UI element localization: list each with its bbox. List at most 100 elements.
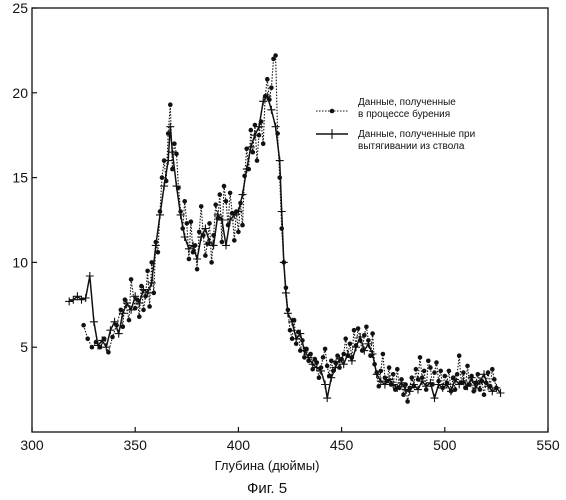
data-point xyxy=(337,365,342,370)
data-point xyxy=(308,351,313,357)
data-point xyxy=(267,105,276,114)
data-point xyxy=(151,290,157,296)
data-point xyxy=(213,202,218,207)
data-point xyxy=(376,377,385,386)
data-point xyxy=(151,241,160,250)
data-point xyxy=(296,329,305,338)
data-point xyxy=(409,380,418,389)
data-point xyxy=(292,334,301,343)
data-point xyxy=(172,182,181,191)
data-point xyxy=(370,331,375,336)
data-point xyxy=(317,366,325,375)
data-point xyxy=(335,353,340,359)
x-tick-label: 350 xyxy=(124,437,148,453)
x-tick-label: 500 xyxy=(433,437,457,453)
data-point xyxy=(335,355,344,364)
data-point xyxy=(279,258,288,267)
data-point xyxy=(186,256,192,262)
data-point xyxy=(397,378,406,387)
data-point xyxy=(322,346,328,352)
data-point xyxy=(352,343,360,352)
data-point xyxy=(456,353,462,359)
data-point xyxy=(312,363,321,372)
legend-label-1: Данные, полученные xyxy=(358,97,456,108)
series-2 xyxy=(65,92,505,403)
data-point xyxy=(242,165,251,174)
data-point xyxy=(145,268,150,274)
data-point xyxy=(389,380,398,389)
data-point xyxy=(403,382,408,387)
data-point xyxy=(122,297,128,303)
data-point xyxy=(256,132,262,138)
data-point xyxy=(442,373,448,379)
data-point xyxy=(166,122,175,131)
data-point xyxy=(459,377,468,386)
data-point xyxy=(380,351,386,357)
data-point xyxy=(413,366,419,372)
data-point xyxy=(106,350,111,355)
data-point xyxy=(385,375,394,384)
data-point xyxy=(343,350,352,358)
data-point xyxy=(238,190,247,199)
data-point xyxy=(188,219,194,224)
x-tick-label: 400 xyxy=(227,437,251,453)
plot-frame xyxy=(31,7,549,433)
data-point xyxy=(329,358,334,364)
data-point xyxy=(260,141,266,146)
data-point xyxy=(414,385,422,394)
data-point xyxy=(481,392,487,398)
data-point xyxy=(139,283,144,289)
data-point xyxy=(323,394,332,403)
data-point xyxy=(65,297,74,306)
data-point xyxy=(417,355,423,360)
x-tick-label: 450 xyxy=(330,437,354,453)
data-point xyxy=(455,380,464,389)
data-point xyxy=(376,383,382,389)
data-point xyxy=(209,260,214,265)
data-point xyxy=(89,317,98,326)
data-point xyxy=(176,210,185,219)
data-point xyxy=(475,377,484,386)
data-point xyxy=(197,233,206,241)
data-point xyxy=(127,305,136,314)
y-tick-label: 10 xyxy=(12,254,28,270)
data-point xyxy=(164,156,173,165)
data-point xyxy=(426,358,431,364)
data-point xyxy=(232,238,237,243)
data-point xyxy=(477,387,483,392)
data-point xyxy=(316,375,322,381)
data-point xyxy=(422,382,431,391)
data-point xyxy=(168,148,177,157)
data-point xyxy=(304,353,313,362)
y-tick-label: 20 xyxy=(12,85,28,101)
data-point xyxy=(217,192,223,197)
legend-marker-1 xyxy=(329,108,335,114)
data-point xyxy=(135,299,144,308)
y-tick-label: 5 xyxy=(20,339,28,355)
data-point xyxy=(73,292,82,301)
data-point xyxy=(430,394,439,403)
data-point xyxy=(126,317,132,323)
data-point xyxy=(488,387,497,396)
data-point xyxy=(275,156,284,165)
data-point xyxy=(454,372,460,377)
data-point xyxy=(273,53,278,58)
data-point xyxy=(250,131,259,140)
data-point xyxy=(298,348,303,353)
data-point xyxy=(156,210,164,219)
data-point xyxy=(405,399,410,404)
data-point xyxy=(184,221,190,226)
x-tick-label: 300 xyxy=(20,437,44,453)
data-point xyxy=(341,351,347,357)
data-point xyxy=(248,127,254,133)
data-point xyxy=(496,389,505,397)
data-point xyxy=(364,339,373,348)
data-point xyxy=(246,143,255,152)
data-point xyxy=(312,356,318,362)
legend-label-2: Данные, полученные при xyxy=(358,129,475,140)
data-point xyxy=(143,294,148,299)
data-point xyxy=(463,382,472,391)
data-point xyxy=(300,346,309,355)
